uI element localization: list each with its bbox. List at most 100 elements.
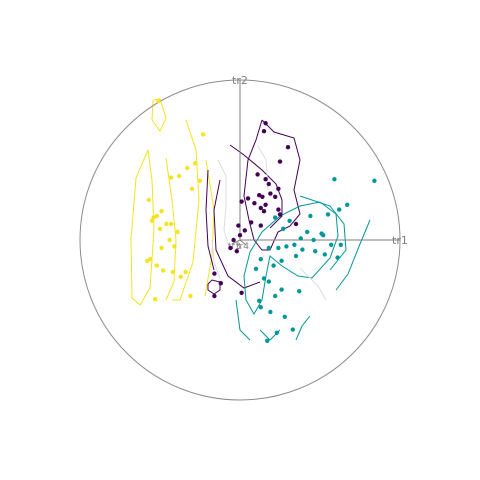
data-point <box>276 207 280 211</box>
data-point <box>287 219 291 223</box>
data-point <box>255 172 259 176</box>
data-point <box>278 159 282 163</box>
data-point <box>252 201 256 205</box>
data-point <box>159 246 163 250</box>
data-point <box>145 259 149 263</box>
data-point <box>332 177 336 181</box>
data-point <box>294 254 298 258</box>
data-point <box>297 289 301 293</box>
data-point <box>305 230 309 234</box>
data-point <box>278 212 282 216</box>
data-point <box>300 247 304 251</box>
data-point <box>276 246 280 250</box>
data-point <box>190 187 194 191</box>
density-contour <box>131 150 154 305</box>
data-point <box>185 166 189 170</box>
data-point <box>259 206 263 210</box>
data-point <box>291 327 295 331</box>
data-point <box>337 207 341 211</box>
data-point <box>212 271 216 275</box>
data-point <box>281 227 285 231</box>
density-contour <box>205 160 214 296</box>
data-point <box>254 267 258 271</box>
data-point <box>238 233 242 237</box>
data-point <box>323 252 327 256</box>
data-point <box>335 255 339 259</box>
data-point <box>339 243 343 247</box>
guide-contour <box>218 160 230 250</box>
data-point <box>279 287 283 291</box>
data-point <box>268 191 272 195</box>
data-point <box>235 249 239 253</box>
data-point <box>239 291 243 295</box>
data-point <box>228 246 232 250</box>
data-point <box>201 132 205 136</box>
data-point <box>263 203 267 207</box>
data-point <box>263 177 267 181</box>
data-point <box>164 222 168 226</box>
data-point <box>313 249 317 253</box>
data-point <box>188 294 192 298</box>
data-point <box>156 99 160 103</box>
data-point <box>292 243 296 247</box>
data-point <box>372 179 376 183</box>
data-point <box>167 238 171 242</box>
data-point <box>155 263 159 267</box>
axis-tr1-label: tr1 <box>392 234 408 247</box>
data-point <box>273 195 277 199</box>
data-point <box>259 257 263 261</box>
data-point <box>177 174 181 178</box>
data-point <box>159 209 163 213</box>
data-point <box>231 238 235 242</box>
data-point <box>273 294 277 298</box>
data-point <box>198 179 202 183</box>
data-point <box>249 220 253 224</box>
density-contour <box>214 180 260 288</box>
data-point <box>153 297 157 301</box>
data-point <box>259 305 263 309</box>
data-point <box>219 281 223 285</box>
data-point <box>262 129 266 133</box>
data-point <box>326 212 330 216</box>
data-point <box>263 121 267 125</box>
data-point <box>345 203 349 207</box>
density-contour <box>336 220 370 290</box>
density-contour <box>152 99 166 131</box>
data-point <box>267 246 271 250</box>
data-point <box>267 279 271 283</box>
guide-contour <box>300 268 326 300</box>
data-point <box>275 331 279 335</box>
data-point <box>262 209 266 213</box>
density-contours <box>131 99 370 340</box>
data-point <box>267 182 271 186</box>
density-contour <box>208 280 220 294</box>
data-point <box>294 222 298 226</box>
data-point <box>321 233 325 237</box>
data-point <box>299 236 303 240</box>
data-point <box>286 145 290 149</box>
data-point <box>169 175 173 179</box>
density-contour <box>236 300 250 340</box>
data-point <box>265 339 269 343</box>
data-point <box>273 215 277 219</box>
data-point <box>236 223 240 227</box>
data-point <box>262 276 266 280</box>
data-point <box>172 244 176 248</box>
data-point <box>171 270 175 274</box>
data-point <box>246 196 250 200</box>
data-point <box>147 198 151 202</box>
data-point <box>279 259 283 263</box>
data-point <box>329 243 333 247</box>
data-point <box>311 238 315 242</box>
data-point <box>268 310 272 314</box>
data-point <box>276 187 280 191</box>
data-point <box>308 214 312 218</box>
data-point <box>158 227 162 231</box>
data-point <box>193 161 197 165</box>
data-point <box>260 195 264 199</box>
data-point <box>183 270 187 274</box>
axes: tr1 tr2 tr3 tr4 <box>80 74 408 400</box>
data-point <box>283 315 287 319</box>
data-point <box>212 294 216 298</box>
density-contour <box>296 316 310 340</box>
